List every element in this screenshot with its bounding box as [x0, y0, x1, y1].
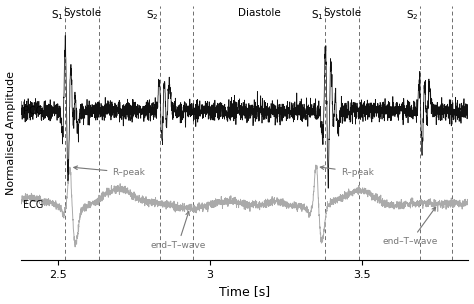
Text: Systole: Systole — [323, 8, 361, 18]
Text: end–T–wave: end–T–wave — [383, 207, 438, 246]
Text: PCG: PCG — [23, 106, 43, 116]
X-axis label: Time [s]: Time [s] — [219, 285, 270, 299]
Text: ECG: ECG — [23, 200, 43, 210]
Y-axis label: Normalised Amplitude: Normalised Amplitude — [6, 71, 16, 195]
Text: S$_1$: S$_1$ — [311, 8, 324, 22]
Text: R–peak: R–peak — [74, 166, 145, 177]
Text: Systole: Systole — [63, 8, 101, 18]
Text: S$_2$: S$_2$ — [406, 8, 418, 22]
Text: R–peak: R–peak — [320, 166, 374, 177]
Text: S$_1$: S$_1$ — [51, 8, 64, 22]
Text: Diastole: Diastole — [238, 8, 281, 18]
Text: S$_2$: S$_2$ — [146, 8, 158, 22]
Text: end–T–wave: end–T–wave — [150, 212, 206, 250]
